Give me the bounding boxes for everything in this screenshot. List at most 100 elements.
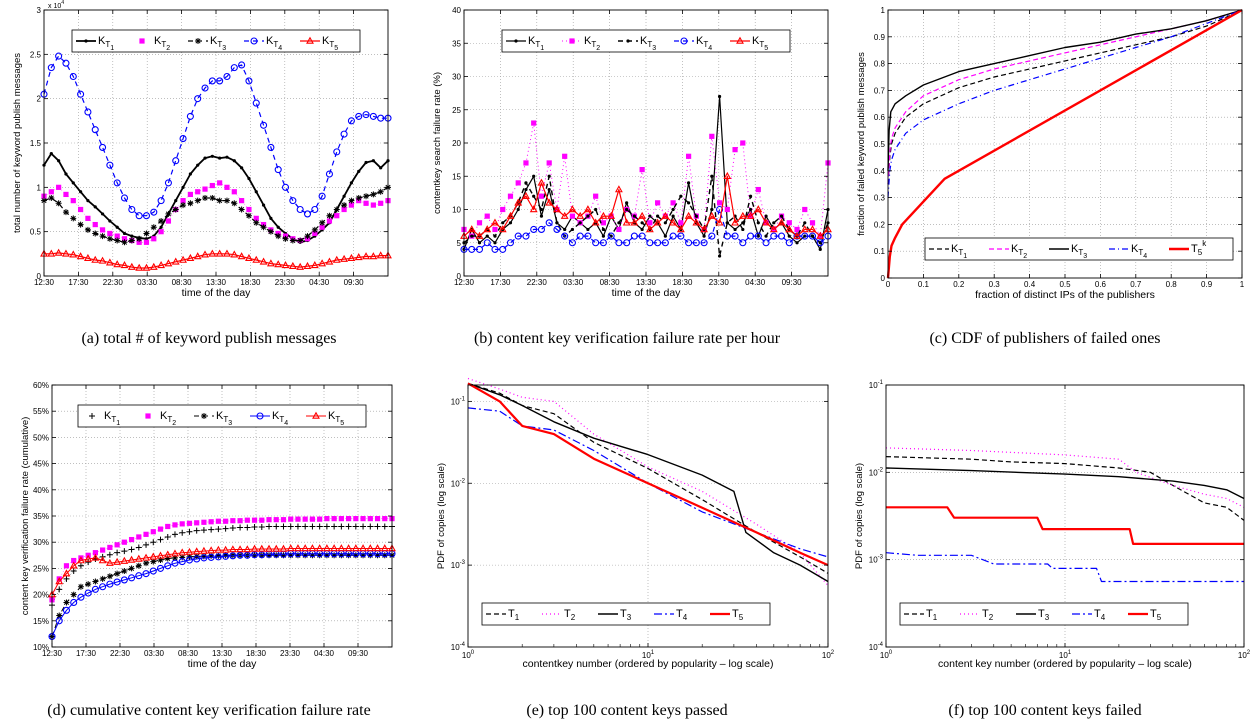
data-point-d-2 (194, 520, 200, 526)
data-point-b-5 (568, 205, 577, 213)
series-line-b-5 (463, 175, 829, 237)
data-point-d-2 (121, 539, 127, 545)
legend-label: KT4 (266, 35, 282, 52)
data-point-b-5 (522, 191, 530, 199)
tick-label-y: 55% (33, 407, 49, 416)
data-point-b-1 (787, 234, 791, 238)
data-point-b-5 (491, 218, 499, 226)
data-point-a-1 (78, 190, 83, 194)
data-point-d-2 (172, 522, 178, 528)
tick-label-x: 23:30 (275, 278, 296, 287)
data-point-a-2 (239, 198, 245, 204)
data-point-d-1 (70, 568, 77, 575)
data-point-a-2 (202, 186, 208, 192)
tick-label-x: 0.8 (1166, 280, 1178, 289)
data-point-a-1 (379, 166, 383, 170)
data-point-d-3 (266, 552, 273, 559)
legend-label: KT5 (328, 410, 344, 427)
data-point-d-5 (134, 554, 143, 562)
data-point-d-1 (135, 544, 142, 551)
chart-f: 100 101 102 10-4 10-3 10-2 10-1 content key num… (854, 380, 1251, 670)
data-point-b-2 (484, 213, 490, 219)
series-line-c-3 (887, 9, 1243, 171)
chart-e: 100 101 102 10-4 10-3 10-2 10-1 contentkey numb… (436, 377, 835, 670)
series-line-f-5 (886, 506, 1244, 545)
data-point-a-1 (218, 156, 222, 160)
data-point-b-1 (516, 207, 520, 212)
data-point-b-5 (607, 211, 616, 219)
data-point-a-1 (357, 169, 361, 173)
data-point-d-5 (77, 556, 85, 564)
data-point-b-4 (747, 232, 755, 240)
tick-label-x: 04:30 (309, 278, 330, 287)
legend-label: T3 (620, 608, 632, 622)
data-point-a-4 (69, 72, 77, 81)
data-point-d-1 (302, 523, 309, 530)
data-point-d-3 (294, 552, 301, 559)
tick-label-y: 0.8 (874, 60, 886, 69)
data-point-a-2 (363, 200, 369, 206)
data-point-a-1 (159, 225, 163, 229)
data-point-d-2 (128, 536, 135, 543)
tick-label-x: 101 (1059, 650, 1072, 660)
legend-label: KT1 (528, 35, 544, 52)
legend-label: T4 (676, 608, 688, 622)
data-point-a-5 (245, 253, 253, 262)
tick-label-x: 12:30 (34, 278, 55, 287)
data-point-d-5 (250, 544, 259, 552)
data-point-d-5 (272, 544, 281, 552)
data-point-b-5 (762, 218, 770, 226)
series-line-b-4 (464, 208, 829, 250)
data-point-a-3 (245, 212, 252, 219)
data-point-d-4 (70, 598, 78, 607)
data-point-a-2 (195, 189, 201, 195)
legend-box (501, 29, 791, 53)
data-point-b-1 (640, 227, 644, 232)
data-point-a-4 (194, 95, 202, 103)
data-point-a-5 (127, 262, 136, 270)
data-point-d-1 (171, 531, 178, 538)
data-point-b-4 (607, 232, 615, 240)
data-point-d-2 (273, 517, 279, 523)
data-point-d-2 (367, 516, 373, 522)
data-point-a-4 (303, 210, 312, 218)
tick-label-y: 10-4 (451, 642, 466, 652)
data-point-b-5 (816, 231, 825, 239)
data-point-d-1 (85, 559, 92, 566)
data-point-a-4 (150, 208, 158, 216)
data-point-d-3 (331, 552, 338, 559)
data-point-b-5 (653, 218, 662, 226)
data-point-a-2 (246, 206, 252, 213)
data-point-b-1 (477, 241, 482, 245)
data-point-a-1 (144, 237, 149, 241)
data-point-d-3 (273, 552, 280, 559)
tick-label-x: 0.9 (1201, 280, 1213, 289)
data-point-b-3 (741, 227, 745, 232)
data-point-b-5 (800, 225, 809, 233)
data-point-d-4 (149, 567, 157, 575)
data-point-d-1 (309, 523, 316, 530)
data-point-d-1 (287, 523, 294, 530)
data-point-a-4 (238, 61, 246, 69)
data-point-a-4 (172, 157, 180, 165)
data-point-b-2 (794, 226, 800, 233)
tick-label-x: 17:30 (68, 278, 89, 287)
data-point-b-4 (584, 232, 592, 240)
data-point-b-2 (716, 200, 723, 206)
tick-label-x: 08:30 (600, 278, 621, 287)
data-point-a-4 (347, 117, 355, 125)
data-point-d-4 (243, 551, 251, 559)
data-point-b-4 (630, 232, 638, 240)
data-point-b-5 (560, 211, 569, 219)
data-point-d-1 (360, 523, 367, 530)
series-line-e-4 (467, 407, 829, 558)
legend-f: T1 T2 T3 T4 T5 (899, 602, 1189, 626)
tick-label-y: 20 (452, 139, 461, 148)
data-point-a-2 (378, 200, 384, 206)
data-point-d-1 (338, 523, 345, 530)
data-point-b-3 (717, 254, 722, 258)
data-point-a-1 (196, 163, 200, 167)
data-point-d-3 (85, 581, 92, 588)
data-point-a-3 (187, 200, 194, 207)
data-point-b-3 (539, 207, 544, 212)
